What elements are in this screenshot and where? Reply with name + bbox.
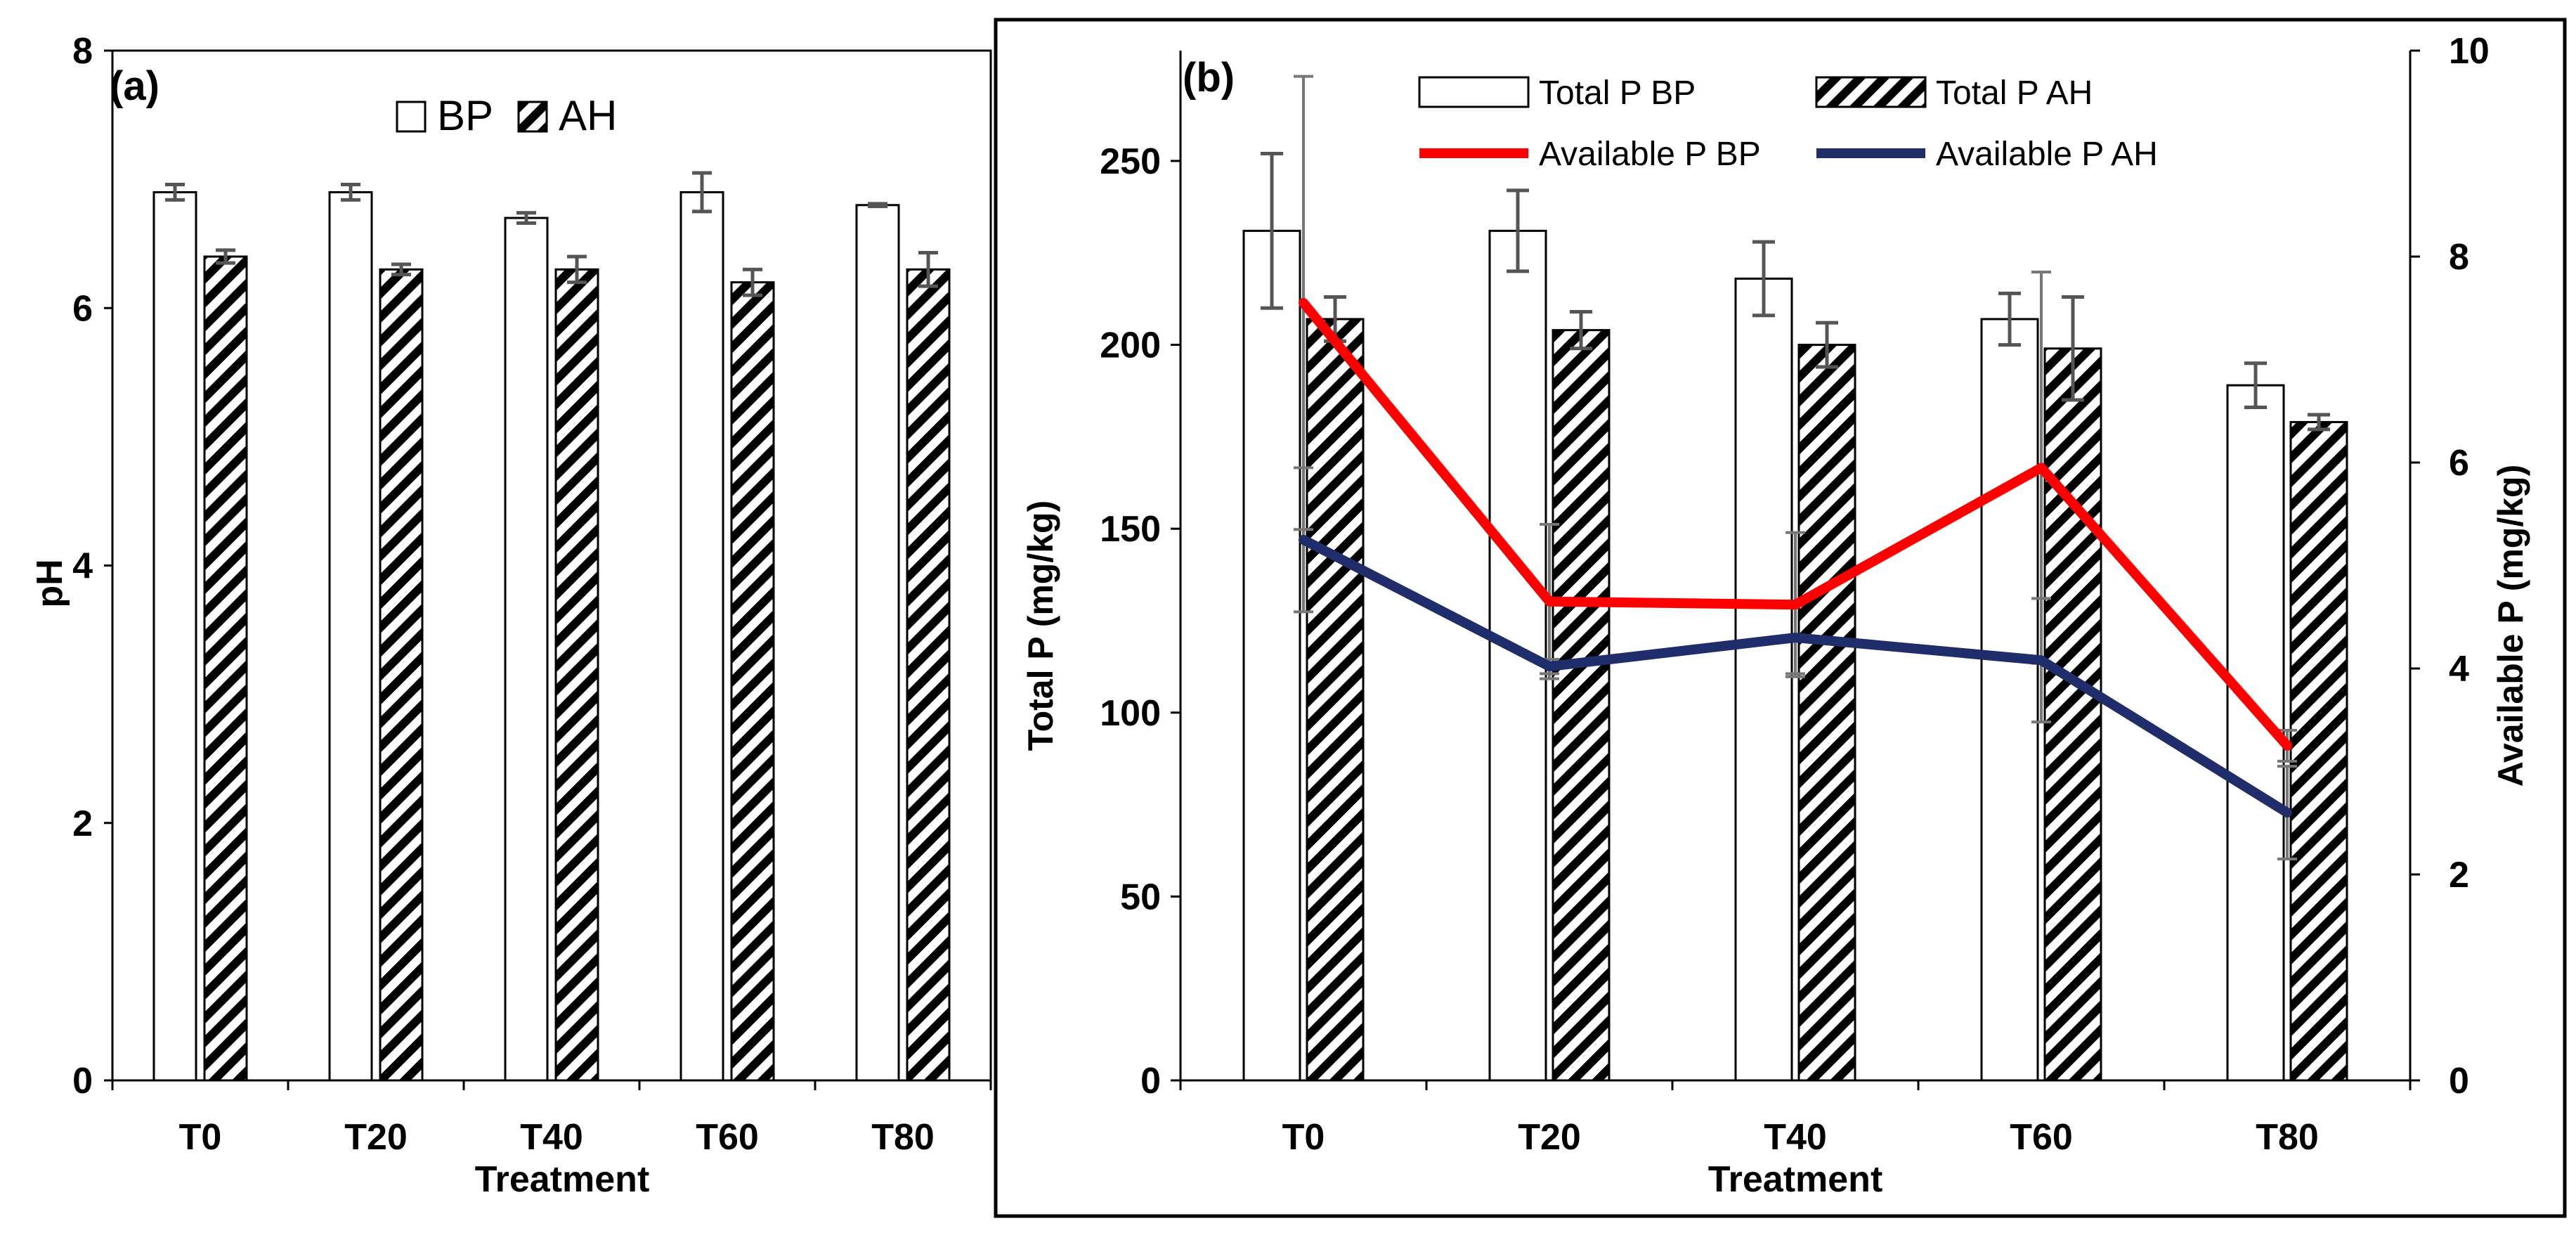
x-tick-label: T20 <box>344 1117 408 1158</box>
legend-swatch-ah <box>517 101 548 133</box>
panel-a-x-tick-labels: T0 T20 T40 T60 T80 <box>179 1117 935 1158</box>
panel-b-y2-axis-title: Available P (mg/kg) <box>2491 465 2530 787</box>
y2-tick-label: 4 <box>2449 649 2469 690</box>
y-tick-label: 250 <box>1100 141 1161 182</box>
x-tick-label: T60 <box>2010 1117 2073 1158</box>
x-tick-label: T20 <box>1518 1117 1581 1158</box>
y-tick-label: 0 <box>1140 1061 1161 1101</box>
panel-b-x-tick-labels: T0 T20 T40 T60 T80 <box>1282 1117 2319 1158</box>
line-available-p-ah <box>1299 534 2292 818</box>
y2-tick-label: 0 <box>2449 1061 2469 1101</box>
y-tick-label: 150 <box>1100 509 1161 550</box>
legend-swatch-total-p-ah <box>1815 76 1927 108</box>
x-tick-label: T40 <box>1764 1117 1827 1158</box>
panel-b-y-tick-labels: 0 50 100 150 200 250 <box>1100 141 1161 1101</box>
bar-ah <box>554 268 599 1082</box>
panel-a-error-bars <box>165 171 938 297</box>
x-tick-label: T60 <box>696 1117 759 1158</box>
bar-ah <box>379 268 424 1082</box>
x-tick-label: T40 <box>520 1117 583 1158</box>
y-tick-label: 4 <box>72 546 93 587</box>
legend-label-ah: AH <box>559 92 617 139</box>
bar-bp <box>679 190 724 1082</box>
y2-tick-label: 6 <box>2449 443 2469 484</box>
bar-ah <box>906 268 951 1082</box>
bar-total-p-bp <box>1242 229 1301 1082</box>
panel-b-y-axis-title: Total P (mg/kg) <box>1021 500 1060 751</box>
bar-total-p-ah <box>1306 318 1365 1082</box>
bar-ah <box>203 255 248 1082</box>
panel-b-bars <box>1242 229 2348 1082</box>
y-tick-label: 50 <box>1120 877 1161 917</box>
panel-a-bars <box>152 190 951 1082</box>
y2-tick-label: 8 <box>2449 237 2469 278</box>
legend-swatch-total-p-bp <box>1418 76 1530 108</box>
x-tick-label: T0 <box>179 1117 222 1158</box>
panel-b-label: (b) <box>1183 55 1235 101</box>
y-tick-label: 8 <box>72 31 93 72</box>
y-tick-label: 2 <box>72 803 93 844</box>
panel-b-frame <box>994 18 2567 1218</box>
panel-a-axes <box>104 49 992 1090</box>
x-tick-label: T80 <box>871 1117 935 1158</box>
x-tick-label: T80 <box>2256 1117 2319 1158</box>
panel-a-legend: BP AH <box>396 92 617 139</box>
line-available-p-bp <box>1299 297 2292 751</box>
y2-tick-label: 2 <box>2449 855 2469 896</box>
panel-a-y-axis-title: pH <box>30 559 70 607</box>
legend-label-bp: BP <box>437 92 493 139</box>
bar-bp <box>855 204 900 1082</box>
bar-bp <box>152 190 197 1082</box>
bar-ah <box>730 281 775 1082</box>
legend-label-total-p-bp: Total P BP <box>1539 75 1696 112</box>
bar-total-p-ah <box>1797 344 1856 1082</box>
y2-tick-label: 10 <box>2449 31 2490 72</box>
bar-total-p-bp <box>1980 318 2039 1082</box>
legend-label-available-p-bp: Available P BP <box>1539 136 1761 173</box>
chart-panel-a: (a) T0 T20 T40 T60 T80 0 2 4 6 8 Treatment pH BP… <box>30 31 992 1200</box>
panel-b-legend: Total P BP Total P AH Available P BP Ava… <box>1418 75 2158 173</box>
panel-b-x-axis-title: Treatment <box>1708 1159 1883 1200</box>
bar-bp <box>328 190 373 1082</box>
panel-b-lines <box>1299 297 2292 818</box>
panel-a-x-axis-title: Treatment <box>475 1159 650 1200</box>
x-tick-label: T0 <box>1282 1117 1325 1158</box>
chart-panel-b: (b) T0 T20 T40 T60 T80 0 50 100 150 200 250 0 2 4 6 8… <box>994 18 2567 1218</box>
legend-swatch-bp <box>396 101 427 133</box>
legend-label-total-p-ah: Total P AH <box>1936 75 2093 112</box>
bar-total-p-bp <box>1734 277 1793 1082</box>
panel-a-label: (a) <box>110 63 160 109</box>
bar-total-p-ah <box>1552 329 1611 1082</box>
y-tick-label: 0 <box>72 1061 93 1101</box>
y-tick-label: 200 <box>1100 325 1161 366</box>
panel-a-y-tick-labels: 0 2 4 6 8 <box>72 31 93 1101</box>
legend-label-available-p-ah: Available P AH <box>1936 136 2158 173</box>
bar-total-p-ah <box>2289 420 2348 1082</box>
panel-b-axes <box>1171 49 2420 1090</box>
bar-bp <box>504 217 549 1082</box>
y-tick-label: 6 <box>72 288 93 329</box>
panel-b-y2-tick-labels: 0 2 4 6 8 10 <box>2449 31 2490 1101</box>
bar-total-p-ah <box>2043 347 2102 1082</box>
y-tick-label: 100 <box>1100 693 1161 734</box>
